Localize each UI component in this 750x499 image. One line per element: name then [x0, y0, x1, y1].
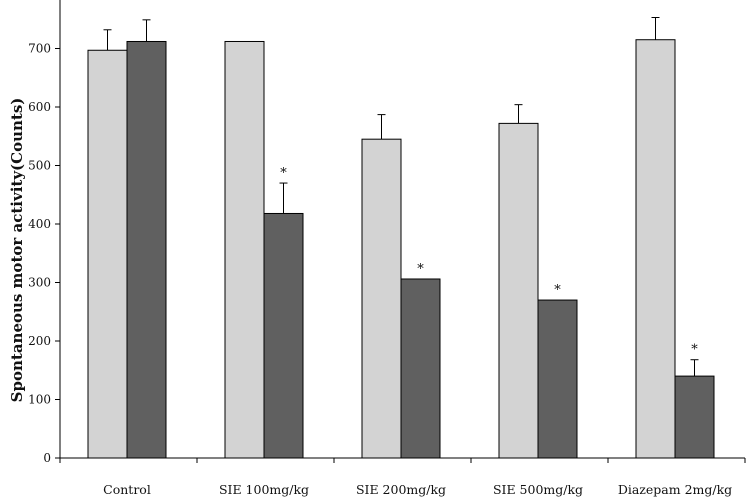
bar-2-1: [263, 212, 304, 459]
y-tick-label-6: 600: [28, 100, 51, 114]
category-label-2: SIE 200mg/kg: [356, 482, 446, 497]
bar-1-1: [224, 40, 265, 459]
category-label-1: SIE 100mg/kg: [219, 482, 309, 497]
bar-2-2: [400, 278, 441, 459]
y-tick-label-0: 0: [43, 451, 51, 465]
category-label-3: SIE 500mg/kg: [493, 482, 583, 497]
bar-1-4: [635, 39, 676, 459]
y-axis-title: Spontaneous motor activity(Counts): [8, 98, 26, 403]
y-tick-label-4: 400: [28, 217, 51, 231]
bar-2-4: [674, 375, 715, 459]
y-tick-label-7: 700: [28, 42, 51, 56]
bar-2-0: [126, 40, 167, 459]
bar-2-3: [537, 299, 578, 459]
labels-layer: Control SIE 100mg/kg SIE 200mg/kg SIE 500mg…: [28, 42, 732, 498]
significance-marker-3: *: [691, 343, 698, 358]
significance-marker-0: *: [280, 166, 287, 181]
significance-marker-1: *: [417, 262, 424, 277]
bars-layer: [87, 16, 715, 459]
bar-1-3: [498, 122, 539, 459]
y-tick-label-1: 100: [28, 393, 51, 407]
bar-1-0: [87, 49, 128, 459]
bar-1-2: [361, 138, 402, 459]
y-tick-label-2: 200: [28, 334, 51, 348]
y-tick-label-3: 300: [28, 276, 51, 290]
axes-layer: [55, 0, 746, 463]
y-tick-label-5: 500: [28, 159, 51, 173]
significance-marker-2: *: [554, 283, 561, 298]
category-label-4: Diazepam 2mg/kg: [618, 482, 732, 497]
category-label-0: Control: [103, 482, 151, 497]
